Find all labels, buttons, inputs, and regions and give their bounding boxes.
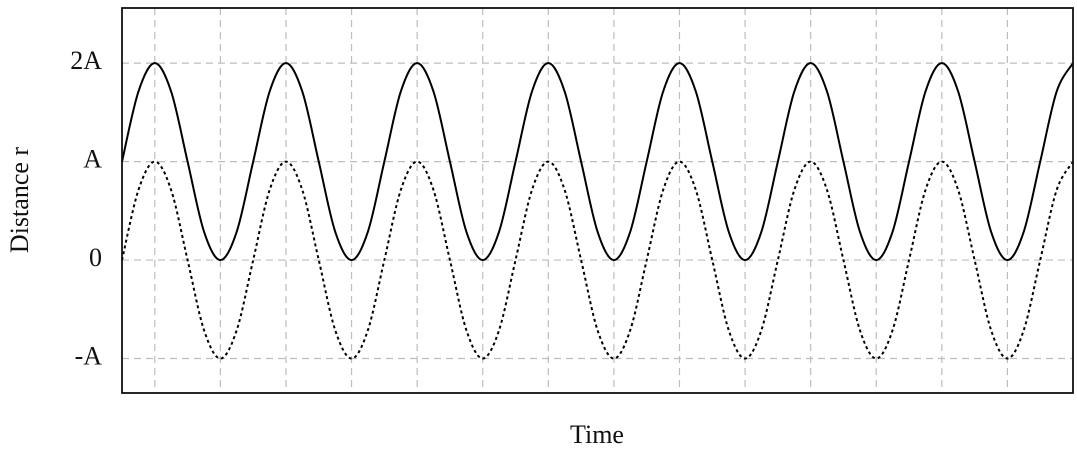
y-tick-label: 0 — [89, 243, 102, 272]
y-tick-label: -A — [75, 342, 103, 371]
x-axis-label: Time — [570, 420, 624, 449]
y-axis-label: Distance r — [5, 147, 34, 253]
line-series — [121, 160, 1074, 360]
plot-frame — [121, 7, 1074, 394]
y-tick-label: A — [83, 145, 102, 174]
line-series — [121, 62, 1074, 262]
y-tick-label: 2A — [70, 46, 102, 75]
